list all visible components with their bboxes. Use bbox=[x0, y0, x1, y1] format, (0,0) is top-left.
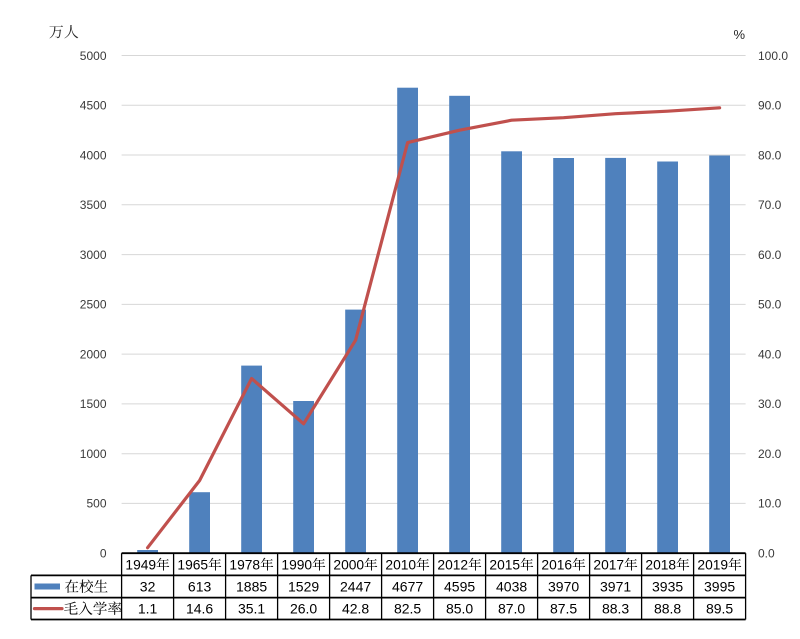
svg-text:26.0: 26.0 bbox=[290, 600, 317, 616]
svg-text:1949: 1949 bbox=[125, 557, 156, 572]
svg-text:4500: 4500 bbox=[80, 99, 107, 113]
svg-text:1990: 1990 bbox=[281, 557, 312, 572]
svg-text:87.0: 87.0 bbox=[498, 600, 525, 616]
svg-text:0: 0 bbox=[100, 547, 107, 561]
svg-text:20.0: 20.0 bbox=[758, 447, 782, 461]
svg-text:1.1: 1.1 bbox=[138, 600, 158, 616]
svg-text:500: 500 bbox=[86, 497, 106, 511]
svg-text:90.0: 90.0 bbox=[758, 99, 782, 113]
svg-text:80.0: 80.0 bbox=[758, 148, 782, 162]
svg-text:2000: 2000 bbox=[80, 347, 107, 361]
svg-text:2016: 2016 bbox=[541, 557, 572, 572]
svg-text:2015: 2015 bbox=[489, 557, 520, 572]
svg-text:40.0: 40.0 bbox=[758, 347, 782, 361]
svg-text:3995: 3995 bbox=[704, 578, 735, 594]
svg-text:1965: 1965 bbox=[177, 557, 208, 572]
svg-text:1000: 1000 bbox=[80, 447, 107, 461]
svg-text:4595: 4595 bbox=[444, 578, 475, 594]
svg-text:1500: 1500 bbox=[80, 397, 107, 411]
svg-text:2010: 2010 bbox=[385, 557, 416, 572]
svg-text:4000: 4000 bbox=[80, 148, 107, 162]
svg-text:88.3: 88.3 bbox=[602, 600, 629, 616]
svg-text:3000: 3000 bbox=[80, 248, 107, 262]
svg-text:88.8: 88.8 bbox=[654, 600, 681, 616]
svg-text:2017: 2017 bbox=[593, 557, 624, 572]
svg-text:2500: 2500 bbox=[80, 298, 107, 312]
svg-text:%: % bbox=[734, 27, 746, 42]
svg-text:100.0: 100.0 bbox=[758, 49, 788, 63]
svg-text:0.0: 0.0 bbox=[758, 547, 775, 561]
svg-text:3500: 3500 bbox=[80, 198, 107, 212]
svg-text:70.0: 70.0 bbox=[758, 198, 782, 212]
svg-text:2019: 2019 bbox=[697, 557, 728, 572]
svg-text:1978: 1978 bbox=[229, 557, 260, 572]
svg-text:613: 613 bbox=[188, 578, 212, 594]
svg-text:14.6: 14.6 bbox=[186, 600, 213, 616]
svg-text:60.0: 60.0 bbox=[758, 248, 782, 262]
svg-text:5000: 5000 bbox=[80, 49, 107, 63]
svg-text:10.0: 10.0 bbox=[758, 497, 782, 511]
svg-text:3970: 3970 bbox=[548, 578, 579, 594]
svg-text:35.1: 35.1 bbox=[238, 600, 265, 616]
svg-text:2447: 2447 bbox=[340, 578, 371, 594]
svg-text:85.0: 85.0 bbox=[446, 600, 473, 616]
svg-text:82.5: 82.5 bbox=[394, 600, 421, 616]
svg-text:4038: 4038 bbox=[496, 578, 527, 594]
svg-text:50.0: 50.0 bbox=[758, 298, 782, 312]
svg-text:87.5: 87.5 bbox=[550, 600, 577, 616]
svg-text:3935: 3935 bbox=[652, 578, 683, 594]
svg-text:2012: 2012 bbox=[437, 557, 468, 572]
svg-text:3971: 3971 bbox=[600, 578, 631, 594]
svg-text:2018: 2018 bbox=[645, 557, 676, 572]
svg-text:42.8: 42.8 bbox=[342, 600, 369, 616]
svg-text:1529: 1529 bbox=[288, 578, 319, 594]
svg-text:2000: 2000 bbox=[333, 557, 364, 572]
svg-text:89.5: 89.5 bbox=[706, 600, 733, 616]
svg-text:1885: 1885 bbox=[236, 578, 267, 594]
svg-text:32: 32 bbox=[140, 578, 156, 594]
svg-text:4677: 4677 bbox=[392, 578, 423, 594]
svg-text:30.0: 30.0 bbox=[758, 397, 782, 411]
